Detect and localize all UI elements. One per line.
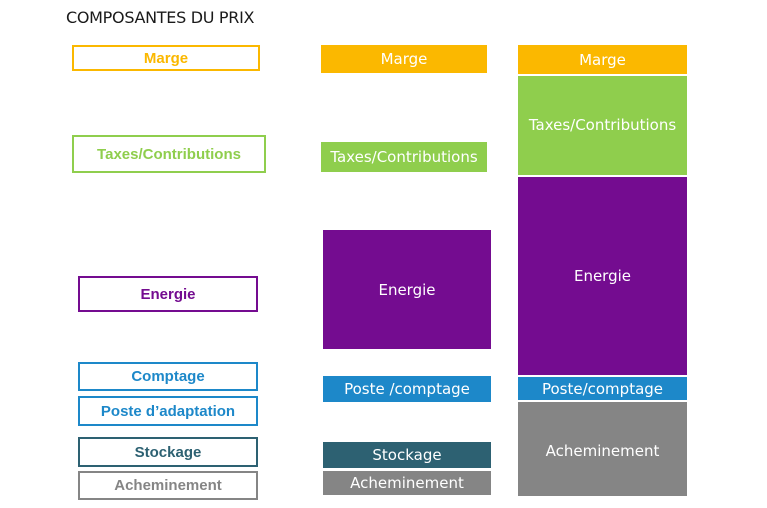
col3-energie-label: Energie — [573, 267, 632, 285]
col3-energie-block: Energie — [518, 177, 687, 375]
legend-marge: Marge — [72, 45, 260, 71]
col2-stockage-label: Stockage — [372, 446, 442, 464]
col2-taxes-label: Taxes/Contributions — [330, 148, 478, 166]
legend-acheminement: Acheminement — [78, 471, 258, 500]
col2-energie-block: Energie — [323, 230, 491, 349]
col3-taxes-label: Taxes/Contributions — [528, 116, 677, 134]
col3-poste-block: Poste/comptage — [518, 377, 687, 400]
col3-taxes-block: Taxes/Contributions — [518, 76, 687, 175]
col2-acheminement-label: Acheminement — [350, 474, 464, 492]
col3-marge-label: Marge — [579, 50, 626, 69]
col3-acheminement-block: Acheminement — [518, 402, 687, 496]
col2-taxes-block: Taxes/Contributions — [321, 142, 487, 172]
legend-comptage: Comptage — [78, 362, 258, 391]
legend-energie-label: Energie — [140, 285, 196, 303]
col2-acheminement-block: Acheminement — [323, 471, 491, 495]
col3-marge-block: Marge — [518, 45, 687, 74]
legend-comptage-label: Comptage — [131, 368, 205, 385]
legend-marge-label: Marge — [143, 49, 189, 67]
legend-taxes-label: Taxes/Contributions — [97, 145, 241, 163]
col2-stockage-block: Stockage — [323, 442, 491, 468]
col3-poste-label: Poste/comptage — [541, 379, 664, 398]
page-title: COMPOSANTES DU PRIX — [66, 8, 255, 27]
col3-acheminement-label: Acheminement — [545, 442, 660, 460]
legend-poste-label: Poste d’adaptation — [100, 402, 236, 420]
col2-poste-label: Poste /comptage — [344, 380, 470, 398]
legend-taxes: Taxes/Contributions — [72, 135, 266, 173]
legend-acheminement-label: Acheminement — [114, 477, 222, 494]
legend-poste: Poste d’adaptation — [78, 396, 258, 426]
col2-energie-label: Energie — [378, 280, 436, 299]
legend-stockage-label: Stockage — [134, 443, 202, 461]
legend-energie: Energie — [78, 276, 258, 312]
legend-stockage: Stockage — [78, 437, 258, 467]
col2-poste-block: Poste /comptage — [323, 376, 491, 402]
col2-marge-label: Marge — [380, 50, 428, 68]
col2-marge-block: Marge — [321, 45, 487, 73]
